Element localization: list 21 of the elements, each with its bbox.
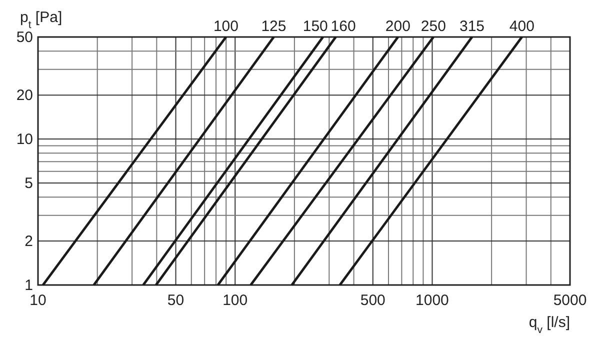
x-tick-label: 500 [360, 292, 386, 309]
series-label: 160 [330, 18, 356, 35]
x-axis-title: q$_{v}$ [l/s] [528, 314, 570, 336]
series-label: 100 [213, 18, 239, 35]
series-label: 400 [509, 18, 534, 35]
x-tick-label: 5000 [553, 292, 587, 309]
series-label: 250 [420, 18, 446, 35]
y-tick-label: 2 [24, 233, 33, 250]
y-tick-label: 50 [16, 29, 33, 46]
x-tick-label: 1000 [416, 292, 449, 309]
series-label: 200 [385, 18, 410, 35]
y-tick-label: 5 [24, 174, 33, 192]
x-tick-label: 50 [167, 292, 184, 309]
y-tick-label: 20 [16, 87, 33, 104]
y-tick-label: 10 [16, 131, 33, 148]
x-tick-label: 100 [222, 292, 248, 309]
series-label: 125 [261, 18, 286, 35]
y-axis-title: p$_{t}$ [Pa] [20, 9, 62, 31]
y-tick-label: 1 [24, 277, 33, 294]
series-label: 315 [460, 18, 485, 35]
series-label: 150 [302, 18, 328, 35]
